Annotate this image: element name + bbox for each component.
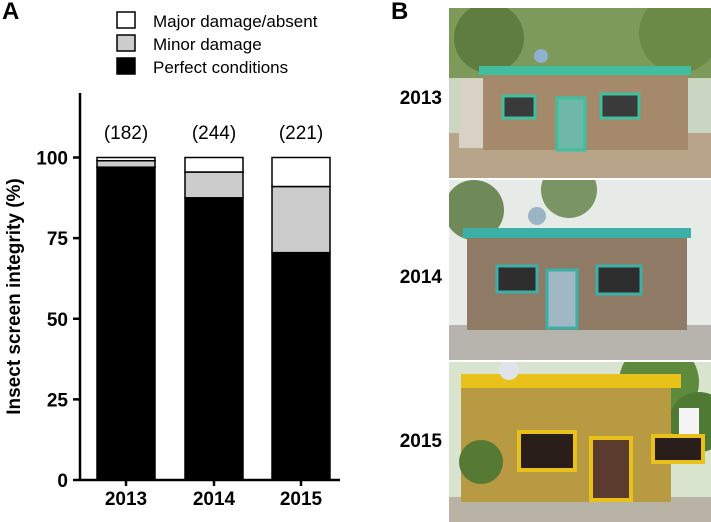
sample-size-label: (244) <box>192 123 236 144</box>
legend-swatch <box>116 34 136 52</box>
legend-swatch <box>116 11 136 29</box>
y-axis-title: Insect screen integrity (%) <box>4 178 25 415</box>
legend-swatch <box>116 57 136 75</box>
y-tick-label: 50 <box>47 310 68 331</box>
y-tick-label: 100 <box>36 149 68 170</box>
photo-label-2015: 2015 <box>399 431 442 452</box>
panel-a-letter: A <box>2 0 20 25</box>
legend-label: Major damage/absent <box>153 12 318 31</box>
x-tick-label: 2014 <box>193 489 236 510</box>
panel-b-letter: B <box>391 0 409 25</box>
bar-segment <box>184 171 244 199</box>
stacked-bar-chart: 0 25 50 75 100 Insect screen integrity (%) 201… <box>4 11 340 510</box>
house-photo-2015 <box>449 362 711 522</box>
bar-segment <box>271 251 331 481</box>
legend-label: Perfect conditions <box>153 58 288 77</box>
bar-segment <box>96 166 156 481</box>
sample-size-label: (182) <box>104 123 148 144</box>
sample-size-label: (221) <box>279 123 323 144</box>
bar-segment <box>271 156 331 188</box>
bar-segment <box>96 159 156 168</box>
y-tick-label: 0 <box>57 471 68 492</box>
bar-segment <box>271 185 331 254</box>
x-tick-label: 2015 <box>280 489 323 510</box>
photo-label-2013: 2013 <box>399 88 442 109</box>
bar-segment <box>96 156 156 162</box>
legend-label: Minor damage <box>153 35 262 54</box>
bar-segment <box>184 197 244 481</box>
house-photo-2013 <box>449 8 711 178</box>
y-tick-label: 75 <box>47 229 69 250</box>
house-photo-2014 <box>449 180 711 360</box>
y-tick-label: 25 <box>47 390 69 411</box>
photo-label-2014: 2014 <box>399 267 442 288</box>
bar-segment <box>184 156 244 173</box>
x-tick-label: 2013 <box>105 489 147 510</box>
